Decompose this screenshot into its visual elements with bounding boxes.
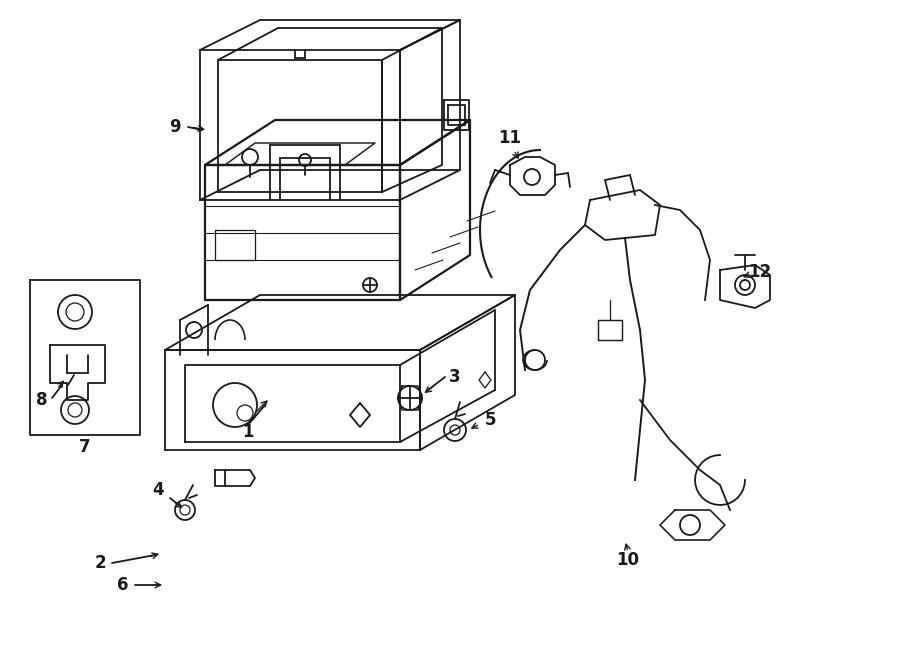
Text: 7: 7	[79, 438, 91, 456]
Text: 9: 9	[169, 118, 181, 136]
Text: 12: 12	[749, 263, 771, 281]
Text: 4: 4	[152, 481, 164, 499]
Text: 6: 6	[117, 576, 129, 594]
Text: 2: 2	[94, 554, 106, 572]
Text: 11: 11	[499, 129, 521, 147]
Text: 1: 1	[242, 423, 254, 441]
Text: 10: 10	[616, 551, 640, 569]
Text: 3: 3	[449, 368, 461, 386]
Text: 5: 5	[484, 411, 496, 429]
Text: 8: 8	[36, 391, 48, 409]
